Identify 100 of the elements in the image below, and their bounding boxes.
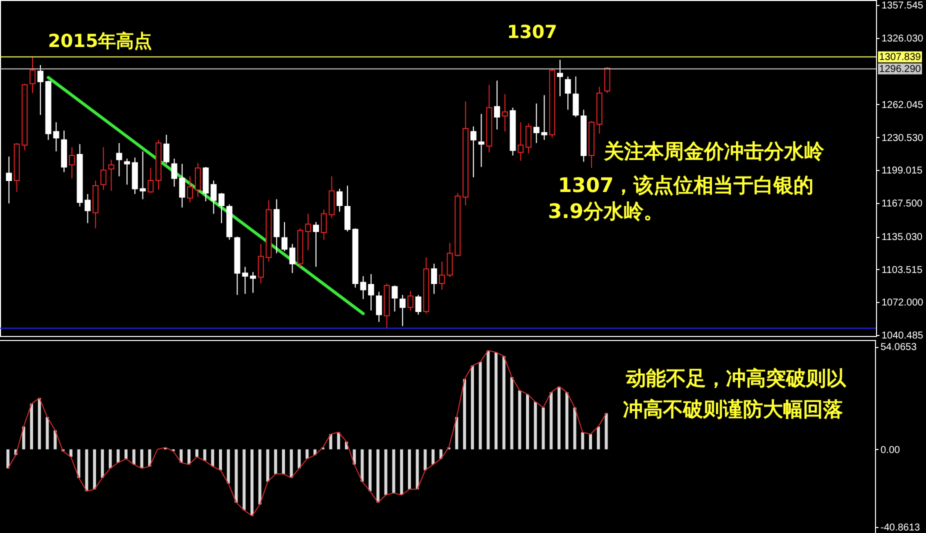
y-tick-label: -40.8613 (880, 522, 920, 533)
candlestick (400, 294, 406, 327)
candlestick (187, 176, 194, 203)
bar (542, 408, 545, 450)
bar (22, 426, 26, 450)
bar (100, 449, 104, 478)
annotation: 1307 (507, 22, 558, 43)
bar (424, 449, 427, 470)
bar (337, 432, 340, 450)
bar (581, 432, 584, 450)
bar (463, 378, 466, 450)
bar (400, 449, 404, 495)
bar (494, 352, 498, 450)
bar (69, 449, 72, 457)
annotation: 2015年高点 (48, 31, 152, 52)
bar (518, 390, 522, 450)
bar (565, 392, 568, 450)
bar (596, 426, 600, 450)
candlestick (392, 285, 398, 312)
candlestick (376, 291, 382, 322)
bar (274, 449, 278, 474)
candlestick (305, 213, 312, 251)
bar (108, 449, 112, 468)
y-tick-label: 1167.500 (882, 198, 923, 210)
y-tick-label: 1103.515 (882, 264, 923, 276)
bar (510, 377, 514, 450)
candlestick (312, 222, 319, 268)
annotation: 3.9分水岭。 (548, 199, 664, 223)
y-tick-label: 1040.485 (882, 330, 924, 342)
annotation: 1307，该点位相当于白银的 (558, 173, 814, 197)
y-tick-label: 1262.045 (882, 100, 924, 111)
bar (298, 449, 301, 468)
candlestick (100, 146, 106, 190)
y-tick-label: 1072.000 (882, 298, 924, 309)
bar (470, 366, 474, 450)
bar (140, 449, 144, 468)
bar (124, 449, 128, 459)
bar (384, 449, 388, 495)
bar (502, 356, 506, 450)
candlestick (289, 243, 296, 274)
y-tick-label: 1326.030 (882, 33, 924, 44)
bar (54, 430, 57, 450)
candlestick (438, 261, 445, 290)
candlestick (533, 103, 540, 144)
bar (550, 392, 553, 450)
bar (573, 408, 576, 450)
candlestick (478, 113, 484, 168)
bar (352, 449, 356, 465)
bar (46, 417, 49, 450)
y-tick-label: 1135.030 (882, 232, 923, 244)
candlestick (6, 156, 12, 204)
bar (93, 449, 96, 490)
candlestick (572, 76, 579, 118)
bar (478, 362, 482, 450)
annotation: 动能不足，冲高突破则以 (625, 366, 847, 390)
annotation: 冲高不破则谨防大幅回落 (623, 397, 843, 421)
bar (195, 449, 198, 457)
candlestick (124, 158, 130, 186)
y-tick-label: 0.00 (880, 444, 900, 456)
y-tick-label: 54.0653 (880, 342, 918, 354)
bar (219, 449, 222, 470)
bar (306, 449, 309, 459)
bar (148, 449, 152, 466)
candlestick (281, 222, 288, 252)
bar (558, 386, 561, 450)
candlestick (368, 274, 374, 312)
candlestick (541, 94, 548, 140)
y-tick-label: 1357.545 (882, 0, 924, 12)
bar (77, 449, 80, 478)
candlestick (194, 162, 201, 198)
ref-line-label: 1307.839 (879, 52, 922, 63)
candlestick (37, 64, 44, 116)
candlestick (108, 159, 114, 192)
bar (30, 404, 34, 450)
bar (455, 417, 458, 450)
bar (360, 449, 364, 482)
bar (282, 449, 285, 474)
y-tick-label: 1199.015 (882, 166, 923, 177)
candlestick (68, 146, 75, 179)
bar (180, 449, 183, 463)
candlestick (470, 126, 476, 178)
candlestick (250, 272, 256, 294)
bar (486, 350, 490, 450)
candlestick (494, 80, 500, 130)
candlestick (564, 76, 571, 110)
candlestick (148, 168, 154, 194)
candlestick (526, 122, 532, 154)
bar (85, 449, 88, 492)
bar (368, 449, 372, 492)
bar (211, 449, 214, 466)
bar (116, 449, 120, 463)
bar (266, 449, 270, 482)
bar (526, 394, 530, 450)
bar (589, 434, 592, 450)
candlestick (140, 150, 146, 200)
bar (226, 449, 230, 484)
candlestick (502, 94, 508, 132)
bar (534, 402, 537, 450)
bar (392, 449, 396, 494)
candlestick (407, 290, 414, 312)
